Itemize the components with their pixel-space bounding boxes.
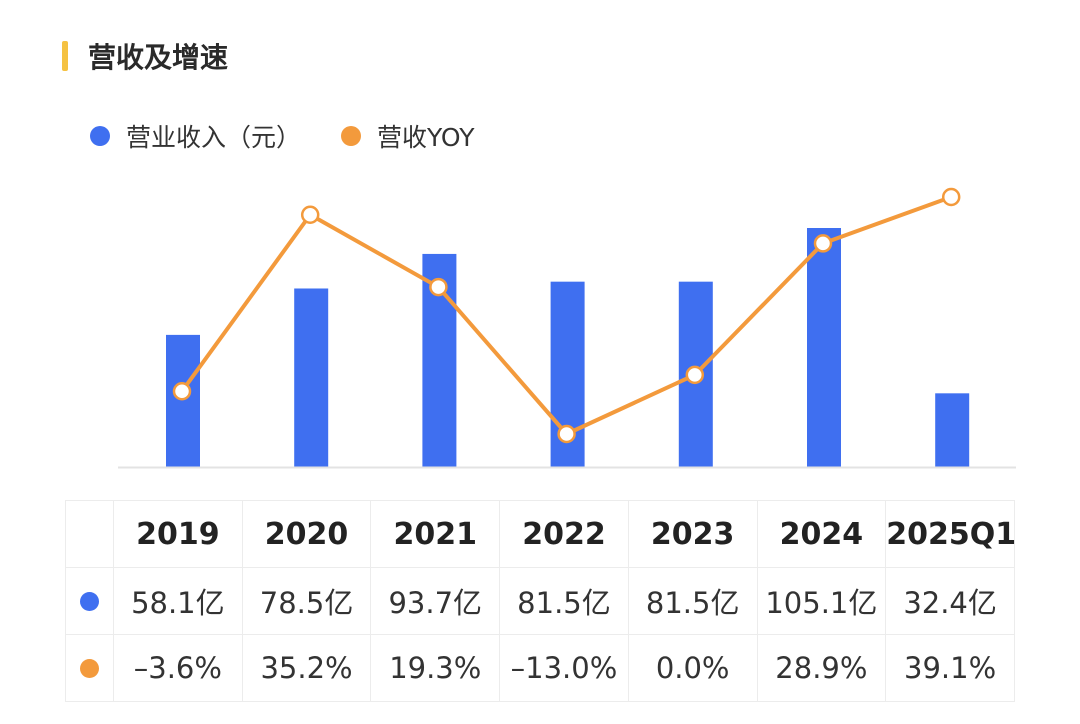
- table-yoy-cell: –3.6%: [113, 634, 243, 702]
- yoy-point-2023: [685, 365, 705, 385]
- table-year-cell: 2019: [113, 500, 243, 568]
- yoy-dot-icon: [80, 659, 99, 678]
- table-year-cell: 2023: [627, 500, 758, 568]
- chart-legend: 营业收入（元） 营收YOY: [90, 118, 515, 154]
- yoy-point-2022: [557, 424, 576, 444]
- table-year-cell: 2020: [241, 500, 372, 568]
- chart-title: 营收及增速: [88, 41, 229, 74]
- table-revenue-cell: 81.5亿: [627, 567, 758, 635]
- revenue-dot-icon: [80, 592, 99, 611]
- legend-revenue-label: 营业收入（元）: [126, 123, 302, 152]
- table-yoy-cell: 19.3%: [370, 634, 501, 702]
- table-revenue-cell: 58.1亿: [113, 567, 243, 635]
- revenue-bar-2024: [807, 228, 841, 467]
- legend-yoy-label: 营收YOY: [377, 123, 475, 152]
- title-accent-bar: [62, 41, 68, 71]
- legend-yoy-dot-icon: [341, 126, 362, 146]
- yoy-point-2021: [429, 277, 448, 297]
- table-revenue-cell: 105.1亿: [756, 567, 887, 635]
- table-corner-cell: [65, 500, 114, 568]
- yoy-point-2024: [813, 234, 833, 253]
- table-year-cell: 2024: [756, 500, 887, 568]
- table-row-yoy: –3.6% 35.2% 19.3% –13.0% 0.0% 28.9% 39.1…: [65, 634, 1015, 702]
- table-row-revenue: 58.1亿 78.5亿 93.7亿 81.5亿 81.5亿 105.1亿 32.…: [65, 567, 1015, 635]
- legend-revenue-dot-icon: [90, 126, 110, 146]
- table-yoy-cell: 39.1%: [885, 634, 1015, 702]
- yoy-point-2025Q1: [941, 187, 961, 207]
- table-yoy-cell: 0.0%: [627, 634, 758, 702]
- legend-item-yoy[interactable]: 营收YOY: [341, 118, 475, 154]
- row-yoy-marker: [65, 634, 114, 702]
- table-revenue-cell: 32.4亿: [885, 567, 1015, 635]
- revenue-bar-2019: [166, 334, 200, 467]
- data-table: 2019 2020 2021 2022 2023 2024 2025Q1 58.…: [65, 500, 1016, 702]
- table-year-cell: 2021: [370, 500, 501, 568]
- revenue-bar-2025Q1: [935, 393, 970, 467]
- table-year-cell: 2025Q1: [885, 500, 1016, 568]
- row-revenue-marker: [65, 567, 114, 635]
- table-revenue-cell: 81.5亿: [499, 567, 629, 635]
- table-year-cell: 2022: [499, 500, 629, 568]
- yoy-point-2019: [172, 381, 192, 401]
- yoy-point-2020: [300, 205, 320, 224]
- legend-item-revenue[interactable]: 营业收入（元）: [90, 118, 301, 154]
- table-revenue-cell: 78.5亿: [241, 567, 372, 635]
- table-yoy-cell: 28.9%: [756, 634, 887, 702]
- table-revenue-cell: 93.7亿: [370, 567, 501, 635]
- table-yoy-cell: 35.2%: [241, 634, 372, 702]
- revenue-yoy-chart: [118, 187, 1016, 469]
- table-yoy-cell: –13.0%: [499, 634, 629, 702]
- revenue-bar-2020: [294, 288, 329, 467]
- table-header-row: 2019 2020 2021 2022 2023 2024 2025Q1: [65, 500, 1016, 568]
- section-header: 营收及增速: [62, 38, 228, 74]
